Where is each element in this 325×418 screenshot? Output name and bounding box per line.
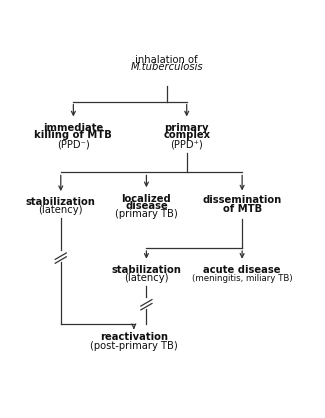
Text: (meningitis, miliary TB): (meningitis, miliary TB): [192, 273, 292, 283]
Text: of MTB: of MTB: [223, 204, 262, 214]
Text: (PPD⁺): (PPD⁺): [170, 140, 203, 150]
Text: (post-primary TB): (post-primary TB): [90, 341, 178, 351]
Text: complex: complex: [163, 130, 210, 140]
Text: acute disease: acute disease: [203, 265, 281, 275]
Text: stabilization: stabilization: [26, 197, 96, 207]
Text: stabilization: stabilization: [111, 265, 181, 275]
Text: inhalation of: inhalation of: [135, 55, 198, 65]
Text: immediate: immediate: [43, 123, 103, 133]
Text: disease: disease: [125, 201, 168, 211]
Text: (primary TB): (primary TB): [115, 209, 178, 219]
Text: reactivation: reactivation: [100, 332, 168, 342]
Text: M.tuberculosis: M.tuberculosis: [130, 62, 203, 72]
Text: localized: localized: [122, 194, 171, 204]
Text: dissemination: dissemination: [202, 196, 282, 206]
Text: (latency): (latency): [39, 205, 83, 215]
Text: (latency): (latency): [124, 273, 169, 283]
Text: (PPD⁻): (PPD⁻): [57, 140, 90, 150]
Text: primary: primary: [164, 123, 209, 133]
Text: killing of MTB: killing of MTB: [34, 130, 112, 140]
